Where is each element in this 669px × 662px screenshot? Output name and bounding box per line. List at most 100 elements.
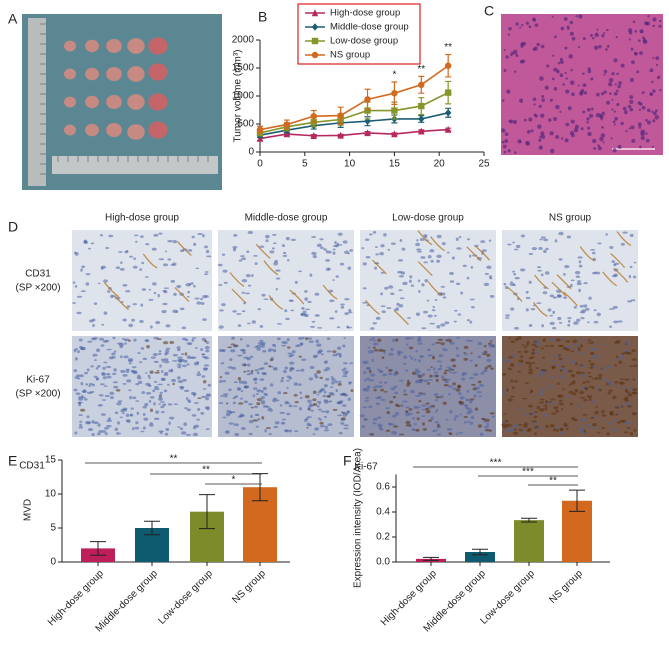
cell bbox=[88, 383, 93, 386]
nucleus bbox=[571, 92, 575, 97]
cell bbox=[539, 238, 543, 241]
cell bbox=[73, 369, 78, 373]
nucleus bbox=[642, 36, 645, 40]
cell bbox=[286, 259, 290, 262]
nucleus bbox=[645, 132, 648, 135]
cell bbox=[528, 252, 534, 256]
vessel bbox=[430, 236, 446, 252]
cell bbox=[317, 327, 323, 329]
nucleus bbox=[641, 91, 645, 95]
cell bbox=[505, 314, 510, 317]
cell bbox=[280, 379, 284, 383]
cell bbox=[436, 360, 443, 363]
cell bbox=[129, 413, 133, 417]
panel-label: D bbox=[8, 219, 18, 235]
cell bbox=[434, 371, 439, 374]
cell bbox=[272, 348, 277, 353]
cell bbox=[148, 423, 154, 427]
cell bbox=[101, 323, 105, 326]
cell bbox=[140, 347, 145, 350]
cell bbox=[74, 252, 79, 256]
nucleus bbox=[629, 107, 634, 112]
cell bbox=[225, 402, 229, 405]
cell bbox=[441, 242, 446, 246]
cell bbox=[145, 392, 152, 395]
cell bbox=[450, 358, 456, 362]
cell bbox=[245, 274, 251, 278]
cell bbox=[541, 388, 545, 392]
nucleus bbox=[569, 31, 574, 36]
cell bbox=[408, 355, 412, 358]
cell bbox=[184, 339, 189, 342]
column-header: Low-dose group bbox=[392, 213, 464, 224]
nucleus bbox=[620, 121, 624, 126]
nucleus bbox=[507, 149, 511, 153]
panel-label: B bbox=[258, 9, 267, 25]
cell bbox=[528, 365, 532, 368]
cell bbox=[253, 405, 258, 409]
marker bbox=[310, 132, 317, 139]
cell bbox=[102, 366, 106, 370]
cell bbox=[95, 367, 99, 370]
cell bbox=[574, 348, 578, 352]
nucleus bbox=[614, 83, 617, 86]
cell bbox=[456, 247, 462, 250]
cell bbox=[100, 233, 103, 237]
cell bbox=[372, 231, 377, 234]
column-header: NS group bbox=[549, 213, 592, 224]
cell bbox=[320, 353, 324, 356]
marker bbox=[283, 121, 291, 128]
nucleus bbox=[652, 56, 655, 60]
cell bbox=[77, 350, 81, 354]
cell bbox=[286, 346, 291, 349]
cell bbox=[444, 348, 448, 352]
legend-label: Low-dose group bbox=[330, 36, 398, 47]
nucleus bbox=[505, 55, 509, 59]
cell bbox=[282, 254, 288, 257]
cell bbox=[269, 250, 275, 254]
y-tick-label: 0 bbox=[248, 147, 254, 158]
cell bbox=[403, 389, 407, 393]
cell bbox=[514, 428, 517, 431]
nucleus bbox=[503, 150, 507, 154]
nucleus bbox=[579, 91, 584, 96]
cell bbox=[332, 251, 336, 255]
cell bbox=[202, 318, 207, 321]
nucleus bbox=[502, 144, 507, 149]
cell bbox=[254, 414, 260, 417]
cell bbox=[261, 416, 265, 420]
cell bbox=[101, 399, 107, 401]
cell bbox=[596, 431, 600, 434]
nucleus bbox=[610, 137, 613, 140]
cell bbox=[513, 273, 517, 276]
cell bbox=[368, 338, 374, 341]
cell bbox=[107, 417, 111, 421]
cell bbox=[433, 392, 439, 397]
cell bbox=[405, 410, 409, 414]
cell bbox=[528, 280, 532, 284]
cell bbox=[372, 417, 378, 421]
cell bbox=[80, 381, 84, 386]
cell bbox=[550, 376, 555, 379]
cell bbox=[130, 407, 134, 410]
cell bbox=[237, 388, 241, 391]
cell bbox=[611, 274, 618, 278]
cell bbox=[125, 368, 130, 371]
x-tick-label: 25 bbox=[478, 159, 490, 170]
cell bbox=[389, 400, 394, 404]
cell bbox=[323, 415, 327, 419]
cell bbox=[575, 371, 582, 375]
nucleus bbox=[570, 68, 573, 72]
cell bbox=[432, 430, 436, 433]
x-tick-label: 15 bbox=[389, 159, 401, 170]
cell bbox=[448, 393, 451, 396]
cell bbox=[159, 364, 162, 368]
cell bbox=[308, 340, 314, 343]
cell bbox=[552, 326, 557, 330]
cell bbox=[402, 400, 408, 403]
cell bbox=[438, 354, 444, 358]
cell bbox=[626, 343, 630, 347]
error-bar bbox=[423, 556, 439, 561]
cell bbox=[591, 400, 597, 403]
cell bbox=[246, 357, 251, 361]
